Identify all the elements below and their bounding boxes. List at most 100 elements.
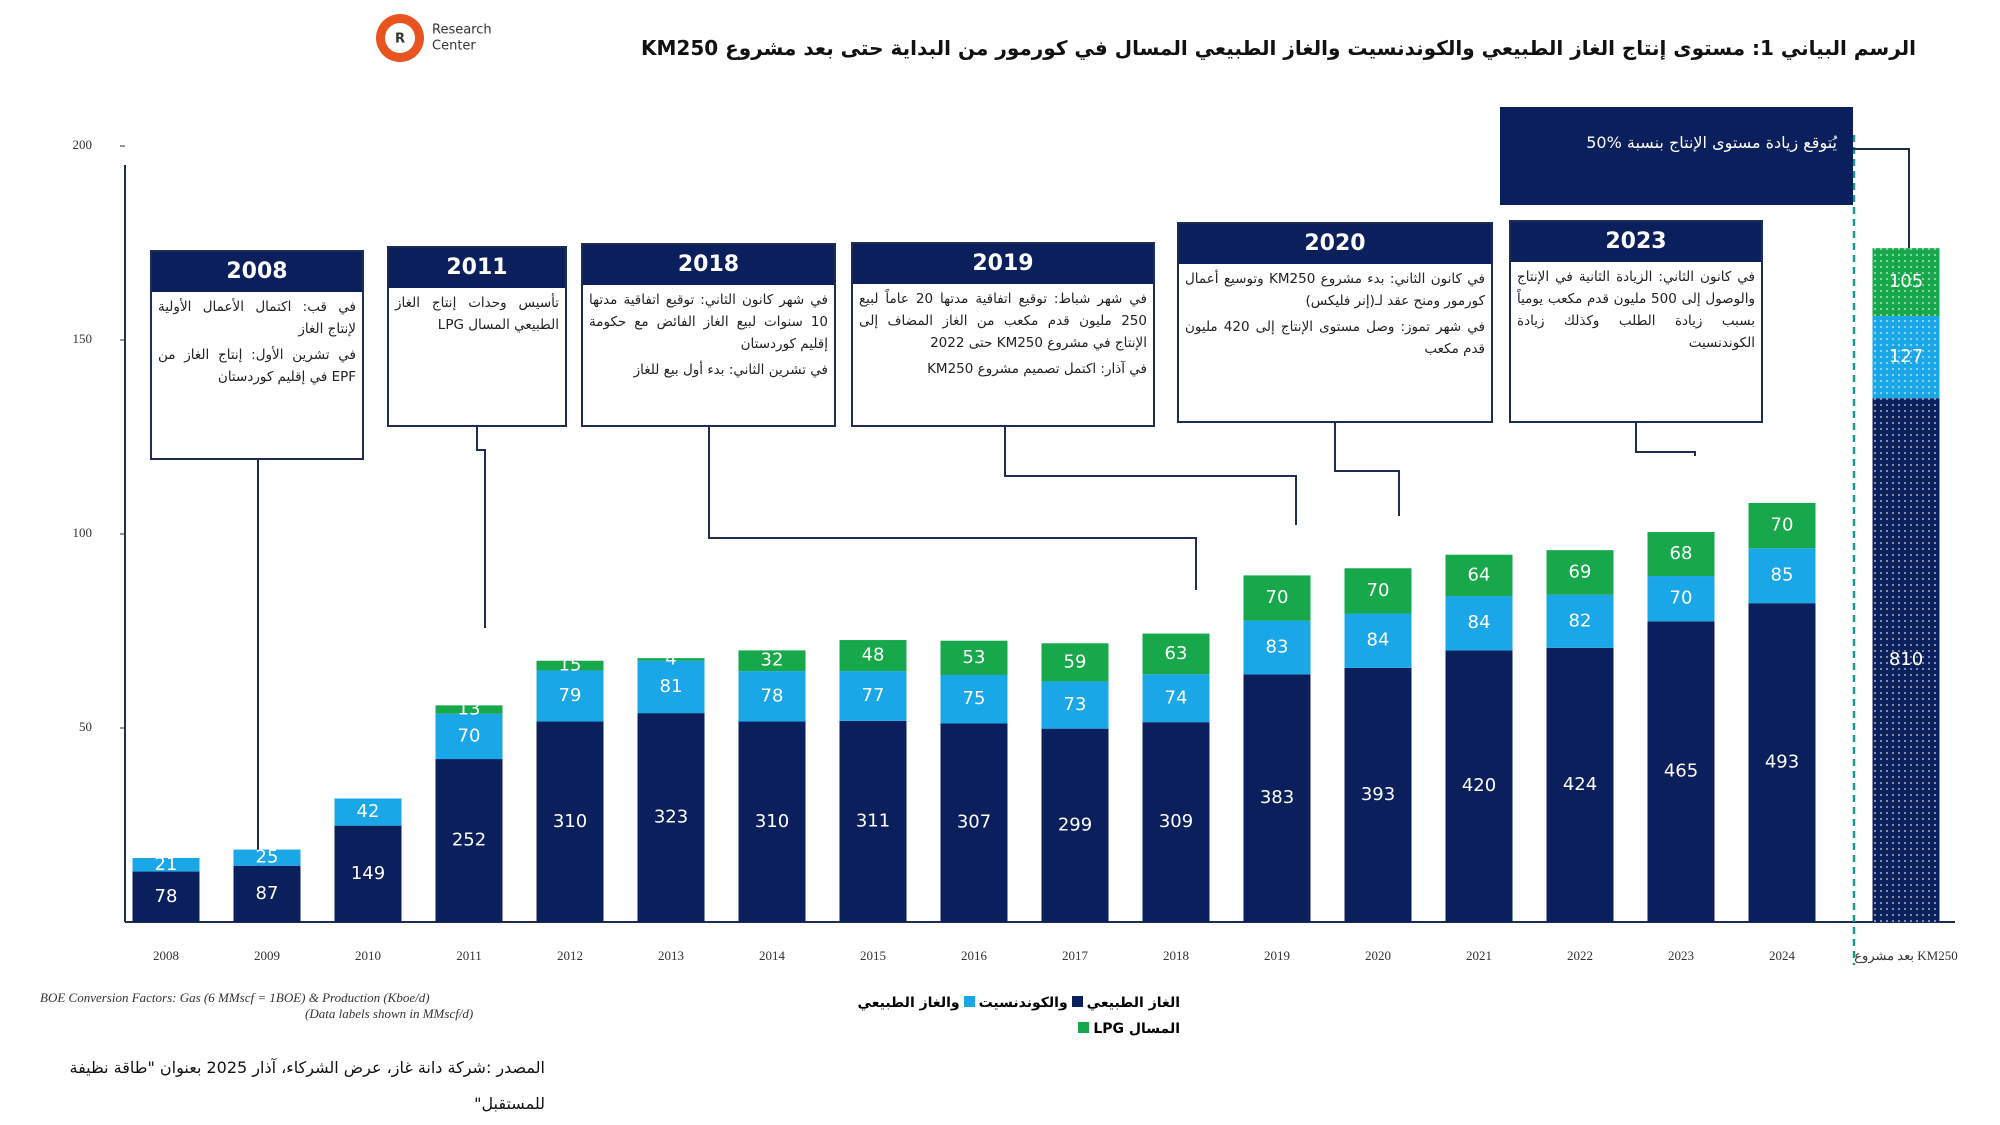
bar-segment [1243,575,1311,621]
data-label: 424 [1563,774,1597,795]
data-label: 393 [1361,784,1395,805]
annotation-text: في شهر شباط: توقيع اتفاقية مدتها 20 عاما… [859,291,1147,351]
data-label: 83 [1266,636,1289,657]
bar-segment [1142,722,1210,922]
connector [1635,423,1696,456]
bar-segment [1748,502,1816,549]
legend-item: والكوندنسيت [960,995,1068,1011]
data-label: 78 [761,685,784,706]
bar-segment [738,671,806,722]
bar-segment [1344,613,1412,668]
bar-segment [1344,667,1412,922]
legend-swatch [963,996,975,1007]
x-tick-label: 2020 [1365,948,1391,963]
annotation-box: 2023 في كانون الثاني: الزيادة الثانية في … [1509,220,1763,423]
bar-segment [1647,532,1715,577]
annotation-text: تأسيس وحدات إنتاج الغاز الطبيعي المسال L… [395,295,559,333]
legend-label: الغاز الطبيعي [1086,995,1180,1011]
bar-segment [1344,568,1412,614]
annotation-title: 2018 [583,245,834,285]
source: المصدر :شركة دانة غاز، عرض الشركاء، آذار… [69,1058,545,1113]
bar-segment [1647,621,1715,922]
bar-segment [637,658,705,661]
data-label: 70 [1367,580,1390,601]
bar-segment [839,671,907,721]
annotation-box: 2011 تأسيس وحدات إنتاج الغاز الطبيعي المس… [387,246,567,427]
x-tick-label: 2014 [759,948,786,963]
y-tick-label: 150 [73,331,93,346]
bar-segment [334,798,402,826]
bar-segment [435,705,503,714]
annotation-box: 2019 في شهر شباط: توقيع اتفاقية مدتها 20 … [851,242,1155,427]
data-label: 77 [862,685,885,706]
connector [1004,427,1297,525]
annotation-text: في كانون الثاني: بدء مشروع KM250 وتوسيع … [1185,271,1485,309]
data-label: 78 [155,886,178,907]
data-label: 74 [1165,687,1188,708]
legend-label: والغاز الطبيعي المسال LPG [857,995,1180,1037]
footnote: BOE Conversion Factors: Gas (6 MMscf = 1… [40,990,473,1022]
data-label: 493 [1765,752,1799,773]
x-tick-label: 2023 [1668,948,1694,963]
y-tick-label: 50 [79,719,92,734]
data-label: 311 [856,810,890,831]
y-tick-label: 200 [73,137,93,152]
data-label: 85 [1771,565,1794,586]
bar-segment [132,871,200,922]
data-label: 42 [357,801,380,822]
annotation-box: 2020 في كانون الثاني: بدء مشروع KM250 وتو… [1177,222,1493,423]
x-tick-label: 2022 [1567,948,1593,963]
legend-item: الغاز الطبيعي [1068,995,1180,1011]
bar-segment [536,670,604,722]
annotation-box: 2008 في قب: اكتمال الأعمال الأولية لإنتاج… [150,250,364,460]
x-tick-label: 2024 [1769,948,1796,963]
callout: يُتوقع زيادة مستوى الإنتاج بنسبة %50 [1500,107,1853,205]
data-label: 32 [761,650,784,671]
logo-center [385,23,415,53]
data-label: 68 [1670,543,1693,564]
data-label: 13 [458,699,481,720]
data-label: 307 [957,812,991,833]
data-label: 127 [1889,346,1923,367]
data-label: 310 [553,811,587,832]
x-tick-label: 2012 [557,948,583,963]
annotation-text: في تشرين الأول: إنتاج الغاز من EPF في إق… [158,347,356,385]
bar-segment [1445,596,1513,651]
note-line: (Data labels shown in MMscf/d) [305,1006,474,1021]
bar-segment [738,721,806,922]
data-label: 87 [256,883,279,904]
legend-swatch [1071,996,1083,1007]
bar-hatch [1872,398,1940,922]
legend-item: والغاز الطبيعي المسال LPG [858,995,1180,1037]
bar-segment [132,857,200,872]
x-tick-label: 2019 [1264,948,1290,963]
data-label: 299 [1058,814,1092,835]
bar-segment [435,759,503,922]
logo-letter: R [395,32,405,47]
data-label: 73 [1064,694,1087,715]
data-label: 84 [1367,630,1390,651]
bar-segment [1445,650,1513,922]
y-tick-label: 100 [73,525,93,540]
bar-segment [1142,633,1210,675]
legend: الغاز الطبيعي والكوندنسيتوالغاز الطبيعي ا… [820,990,1180,1042]
data-label: 465 [1664,761,1698,782]
bar-hatch [1872,316,1940,399]
data-label: 84 [1468,612,1491,633]
data-label: 15 [559,655,582,676]
bar-segment [536,660,604,671]
data-label: 70 [1266,587,1289,608]
data-label: 70 [1771,515,1794,536]
annotation-title: 2020 [1179,224,1491,264]
data-label: 82 [1569,610,1592,631]
bar-segment [1142,674,1210,723]
logo: R Research Center [376,14,492,62]
data-label: 4 [665,648,676,669]
bar-segment [940,640,1008,675]
legend-swatch [1078,1022,1090,1033]
bar-segment [233,849,301,866]
bar-segment [940,723,1008,922]
x-tick-label: 2021 [1466,948,1492,963]
bar-segment [1647,576,1715,622]
annotation-text: في آذار: اكتمل تصميم مشروع KM250 [927,361,1147,377]
